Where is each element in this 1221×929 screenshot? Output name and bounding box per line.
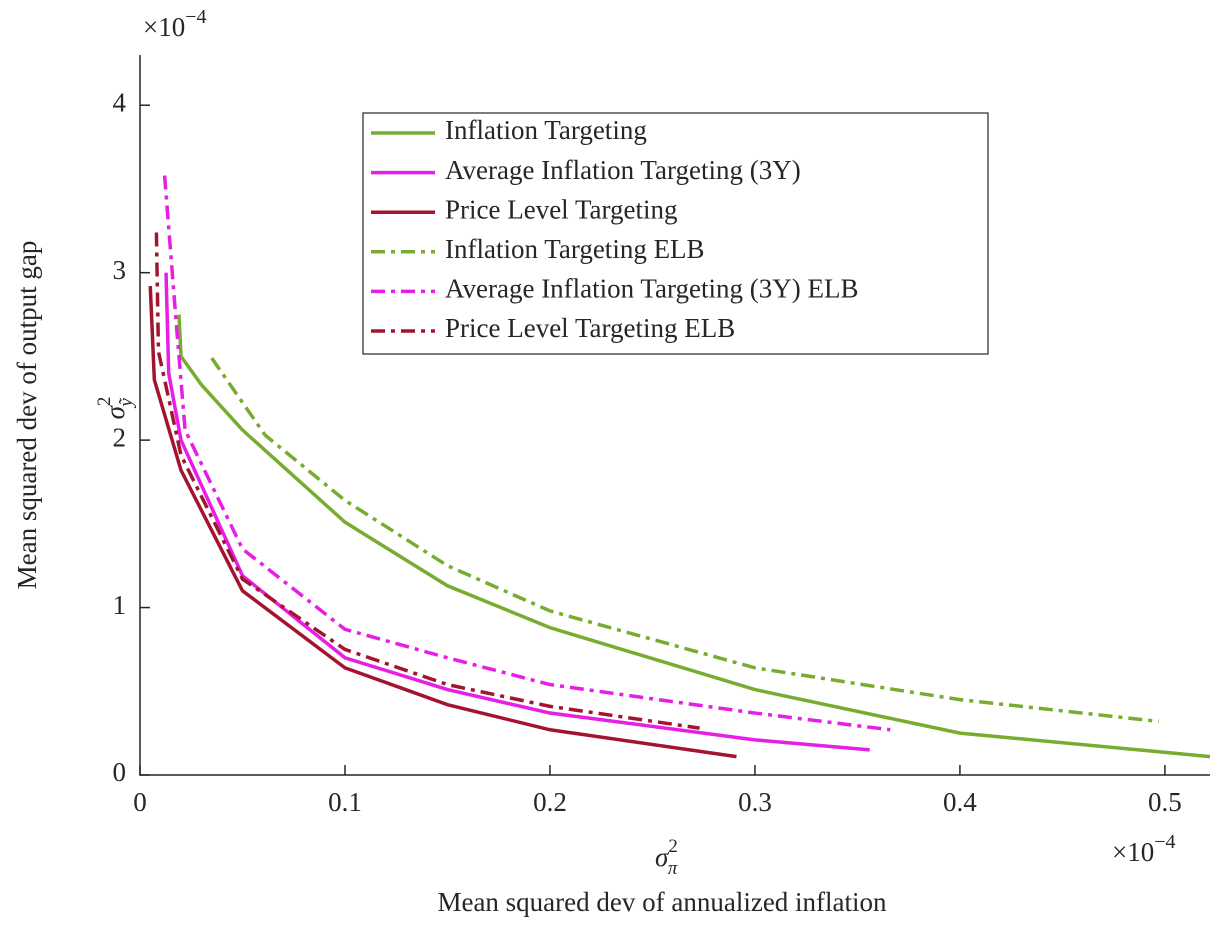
legend-label: Inflation Targeting ELB <box>445 234 705 264</box>
y-label-symbol-group: σ2ỹ <box>94 397 137 420</box>
multiplier-exponent: −4 <box>1154 831 1175 853</box>
series-line <box>154 232 700 730</box>
legend-label: Average Inflation Targeting (3Y) <box>445 155 801 185</box>
x-tick-label: 0.2 <box>533 787 567 817</box>
y-multiplier: ×10−4 <box>143 6 207 43</box>
x-tick-label: 0.5 <box>1148 787 1182 817</box>
legend-label: Inflation Targeting <box>445 115 647 145</box>
x-multiplier: ×10−4 <box>1112 831 1176 868</box>
y-label-symbol: σ2ỹ <box>94 397 137 420</box>
multiplier-exponent: −4 <box>185 6 206 28</box>
x-tick-label: 0.4 <box>943 787 977 817</box>
symbol: σ <box>100 404 130 419</box>
series-line <box>162 175 891 732</box>
superscript: 2 <box>668 836 678 857</box>
series-line <box>164 272 870 752</box>
x-label-symbol: σ2 π <box>655 836 678 879</box>
legend-label: Price Level Targeting <box>445 194 678 224</box>
series-line <box>177 314 1211 759</box>
subscript: π <box>668 858 678 879</box>
multiplier-base: ×10 <box>1112 837 1154 867</box>
y-label: Mean squared dev of output gap <box>12 241 42 590</box>
legend-box <box>362 112 989 355</box>
series-line <box>210 357 1159 724</box>
legend-label: Price Level Targeting ELB <box>445 313 735 343</box>
subscript: ỹ <box>116 398 137 409</box>
legend: Inflation Targeting Average Inflation Tar… <box>362 112 989 355</box>
y-tick-label: 1 <box>113 590 127 620</box>
series-line <box>148 285 737 759</box>
legend-label: Average Inflation Targeting (3Y) ELB <box>445 274 858 304</box>
x-tick-label: 0 <box>133 787 147 817</box>
x-label: Mean squared dev of annualized inflation <box>437 887 887 917</box>
x-tick-label: 0.1 <box>328 787 362 817</box>
y-tick-label: 4 <box>113 87 127 117</box>
superscript: 2 <box>94 397 115 407</box>
symbol: σ <box>655 842 670 872</box>
y-tick-label: 3 <box>113 255 127 285</box>
y-tick-label: 0 <box>113 757 127 787</box>
y-tick-label: 2 <box>113 422 127 452</box>
x-tick-label: 0.3 <box>738 787 772 817</box>
multiplier-base: ×10 <box>143 12 185 42</box>
